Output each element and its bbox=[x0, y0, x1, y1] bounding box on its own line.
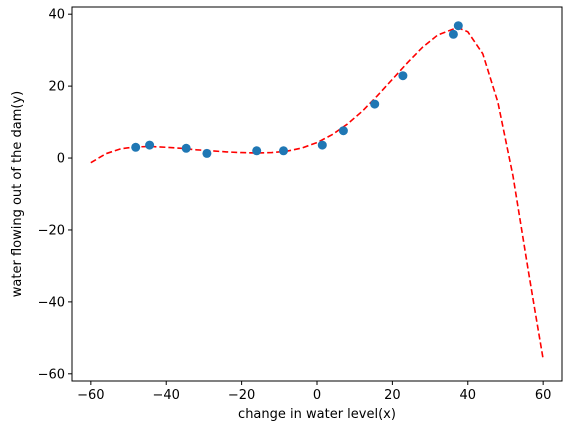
ticks: −60 −40 −20 0 20 40 60 −60 −40 −20 0 20 40 bbox=[38, 8, 552, 403]
y-tick-label: −40 bbox=[38, 295, 65, 310]
x-tick-label: −20 bbox=[228, 388, 255, 403]
data-point bbox=[279, 146, 288, 156]
y-tick-label: 20 bbox=[48, 80, 65, 95]
data-point bbox=[202, 148, 212, 158]
y-axis-label: water flowing out of the dam(y) bbox=[10, 91, 25, 297]
fit-curve-line bbox=[90, 27, 544, 360]
y-tick-label: −60 bbox=[38, 367, 65, 382]
data-point bbox=[181, 143, 191, 153]
x-axis-label: change in water level(x) bbox=[238, 407, 396, 422]
data-point bbox=[131, 142, 141, 152]
data-point bbox=[317, 140, 327, 150]
x-tick-label: −60 bbox=[77, 388, 104, 403]
data-point bbox=[398, 71, 408, 81]
x-tick-label: 40 bbox=[459, 388, 476, 403]
y-tick-label: −20 bbox=[38, 223, 65, 238]
data-point bbox=[338, 126, 348, 136]
y-tick-label: 40 bbox=[48, 8, 65, 23]
plot-area bbox=[90, 21, 544, 360]
axes-frame bbox=[71, 6, 563, 382]
data-point bbox=[448, 29, 458, 39]
data-point bbox=[453, 21, 463, 31]
data-point bbox=[252, 146, 262, 156]
x-tick-label: 20 bbox=[384, 388, 401, 403]
y-tick-label: 0 bbox=[57, 152, 65, 167]
data-point bbox=[145, 140, 155, 150]
data-point bbox=[370, 99, 380, 109]
x-tick-label: 0 bbox=[313, 388, 321, 403]
x-tick-label: 60 bbox=[535, 388, 552, 403]
x-tick-label: −40 bbox=[153, 388, 180, 403]
